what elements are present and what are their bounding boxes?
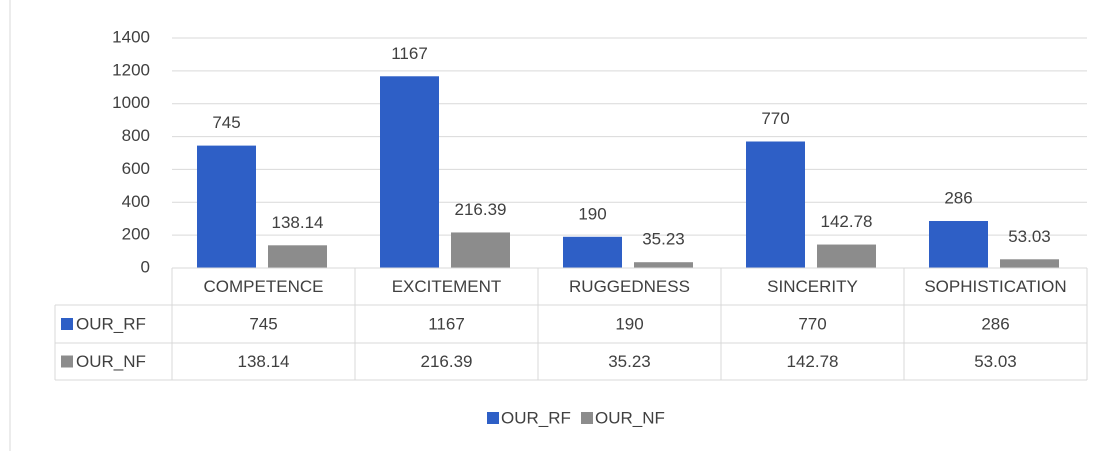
data-label: 53.03	[1008, 227, 1051, 246]
table-cell: 770	[798, 314, 826, 333]
table-cell: 216.39	[421, 352, 473, 371]
bar	[929, 221, 988, 268]
y-tick-label: 1400	[112, 27, 150, 46]
data-label: 1167	[391, 44, 428, 63]
y-tick-label: 600	[122, 159, 150, 178]
x-tick-label: SOPHISTICATION	[924, 277, 1066, 296]
bar	[746, 141, 805, 268]
table-key	[61, 355, 73, 368]
x-tick-label: RUGGEDNESS	[569, 277, 690, 296]
table-cell: 190	[615, 314, 643, 333]
data-label: 190	[578, 204, 606, 223]
data-label: 35.23	[642, 230, 685, 249]
bar	[380, 76, 439, 269]
table-cell: 1167	[428, 314, 465, 333]
bar	[634, 262, 693, 268]
table-cell: 745	[249, 314, 277, 333]
table-cell: 53.03	[974, 352, 1017, 371]
data-label: 138.14	[272, 213, 324, 232]
y-tick-label: 200	[122, 225, 150, 244]
x-tick-label: EXCITEMENT	[392, 277, 502, 296]
table-cell: 286	[981, 314, 1009, 333]
legend-label: OUR_RF	[501, 408, 571, 427]
bar	[817, 244, 876, 268]
table-cell: 138.14	[238, 352, 290, 371]
legend-key	[487, 412, 499, 424]
bar	[268, 245, 327, 268]
legend-key	[581, 412, 593, 424]
data-label: 216.39	[455, 200, 507, 219]
bar	[197, 145, 256, 268]
bar	[1000, 259, 1059, 268]
bar	[563, 236, 622, 268]
table-row-header: OUR_RF	[76, 314, 146, 333]
legend-label: OUR_NF	[595, 408, 665, 427]
table-cell: 142.78	[787, 352, 839, 371]
data-label: 286	[944, 188, 972, 207]
x-tick-label: SINCERITY	[767, 277, 858, 296]
y-tick-label: 400	[122, 192, 150, 211]
table-key	[61, 318, 73, 330]
data-label: 745	[212, 113, 240, 132]
x-tick-label: COMPETENCE	[204, 277, 324, 296]
y-tick-label: 800	[122, 126, 150, 145]
y-tick-label: 0	[141, 257, 150, 276]
data-label: 770	[761, 109, 789, 128]
data-label: 142.78	[821, 212, 873, 231]
table-cell: 35.23	[608, 352, 651, 371]
bar	[451, 232, 510, 268]
table-row-header: OUR_NF	[76, 352, 146, 371]
y-tick-label: 1200	[112, 60, 150, 79]
y-tick-label: 1000	[112, 93, 150, 112]
